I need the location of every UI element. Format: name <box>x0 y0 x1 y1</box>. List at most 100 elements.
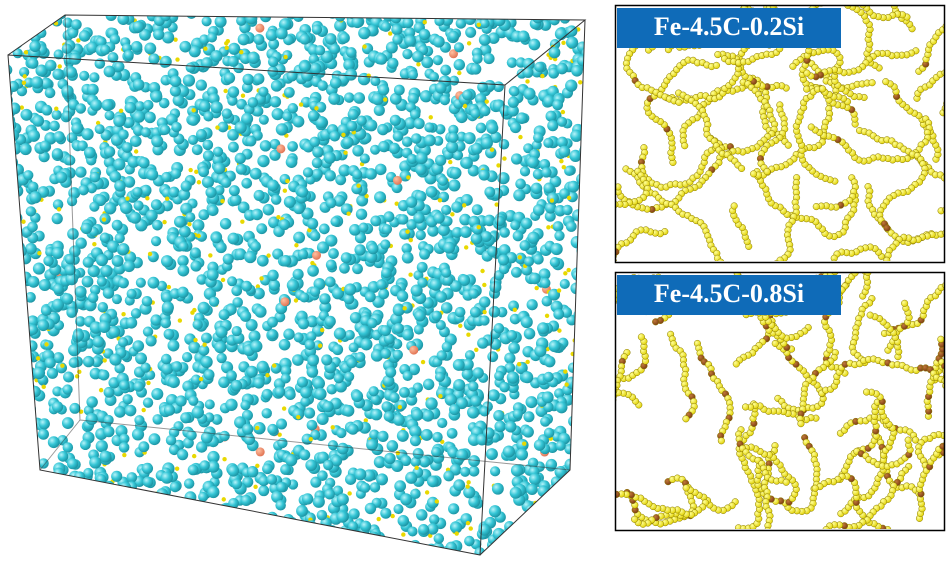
fe-atom <box>180 202 193 215</box>
fe-atom <box>582 126 585 138</box>
fe-atom <box>504 352 516 364</box>
carbon-atom <box>515 15 520 18</box>
fe-atom <box>178 225 191 238</box>
carbon-atom <box>583 348 585 353</box>
fe-atom <box>554 230 565 241</box>
fe-atom <box>455 18 467 29</box>
carbon-atom <box>880 281 887 288</box>
fe-atom <box>420 429 433 441</box>
fe-atom <box>348 342 359 353</box>
fe-atom <box>103 146 116 158</box>
fe-atom <box>304 339 316 351</box>
fe-atom <box>329 77 342 89</box>
fe-atom <box>468 495 481 508</box>
fe-atom <box>8 203 12 214</box>
fe-atom <box>23 170 34 181</box>
fe-atom <box>566 36 579 49</box>
fe-atom <box>344 68 358 81</box>
fe-atom <box>190 550 201 555</box>
fe-atom <box>41 104 53 116</box>
fe-atom <box>91 356 103 368</box>
carbon-atom <box>563 271 568 276</box>
carbon-atom <box>807 123 815 131</box>
fe-atom <box>337 123 350 137</box>
carbon-atom <box>855 266 862 273</box>
fe-atom <box>51 247 64 259</box>
fe-atom <box>65 66 77 78</box>
fe-atom <box>228 513 239 524</box>
fe-atom <box>125 317 138 329</box>
fe-atom <box>310 429 321 440</box>
fe-atom <box>152 219 163 231</box>
fe-atom <box>375 53 388 65</box>
fe-atom <box>569 470 582 483</box>
fe-atom <box>8 459 13 470</box>
carbon-atom <box>811 484 819 492</box>
fe-atom <box>210 101 223 114</box>
fe-atom <box>27 57 39 69</box>
fe-atom <box>132 495 145 507</box>
fe-atom <box>418 524 430 535</box>
fe-atom <box>119 534 131 546</box>
fe-atom <box>124 251 137 264</box>
fe-atom <box>559 538 571 549</box>
fe-atom <box>306 419 318 431</box>
fe-atom <box>215 241 227 254</box>
carbon-atom <box>941 104 944 112</box>
fe-atom <box>225 535 237 547</box>
fe-atom <box>8 505 16 518</box>
fe-atom <box>397 214 409 225</box>
carbon-atom <box>465 484 470 489</box>
fe-atom <box>142 397 154 408</box>
fe-atom <box>83 482 95 495</box>
fe-atom <box>425 397 438 410</box>
fe-atom <box>267 56 279 68</box>
fe-atom <box>576 41 585 53</box>
fe-atom <box>299 449 311 461</box>
fe-atom <box>355 351 366 363</box>
carbon-atom <box>302 522 307 527</box>
carbon-atom <box>599 419 606 426</box>
carbon-atom <box>416 62 421 67</box>
fe-atom <box>354 232 367 244</box>
carbon-atom <box>283 54 288 60</box>
fe-atom <box>549 257 561 268</box>
carbon-atom <box>175 57 180 62</box>
fe-atom <box>405 15 418 19</box>
fe-atom <box>69 245 81 258</box>
fe-atom <box>27 431 39 444</box>
si-atom <box>255 447 265 457</box>
fe-atom <box>27 276 40 288</box>
fe-atom <box>275 123 289 136</box>
fe-atom <box>52 352 65 364</box>
fe-atom <box>43 255 54 267</box>
fe-atom <box>435 320 446 331</box>
fe-atom <box>453 42 465 53</box>
carbon-atom <box>597 205 604 212</box>
fe-atom <box>512 550 525 555</box>
fe-atom <box>14 438 27 451</box>
fe-atom <box>452 359 465 371</box>
carbon-atom <box>857 0 864 4</box>
fe-atom <box>160 471 173 484</box>
fe-atom <box>325 544 337 555</box>
fe-atom <box>16 446 29 459</box>
fe-atom <box>270 543 283 555</box>
fe-atom <box>448 30 459 42</box>
fe-atom <box>8 483 11 494</box>
fe-atom <box>309 136 321 148</box>
carbon-atom <box>583 185 585 190</box>
fe-atom <box>84 549 96 555</box>
fe-atom <box>8 248 15 261</box>
fe-atom <box>583 293 585 306</box>
carbon-atom <box>883 256 891 261</box>
fe-atom <box>250 340 263 353</box>
fe-atom <box>35 64 48 77</box>
carbon-atom <box>47 550 53 555</box>
fe-atom <box>275 499 286 511</box>
fe-atom <box>61 417 74 429</box>
fe-atom <box>8 119 17 131</box>
fe-atom <box>241 533 253 544</box>
fe-atom <box>163 522 175 534</box>
fe-atom <box>485 448 498 461</box>
